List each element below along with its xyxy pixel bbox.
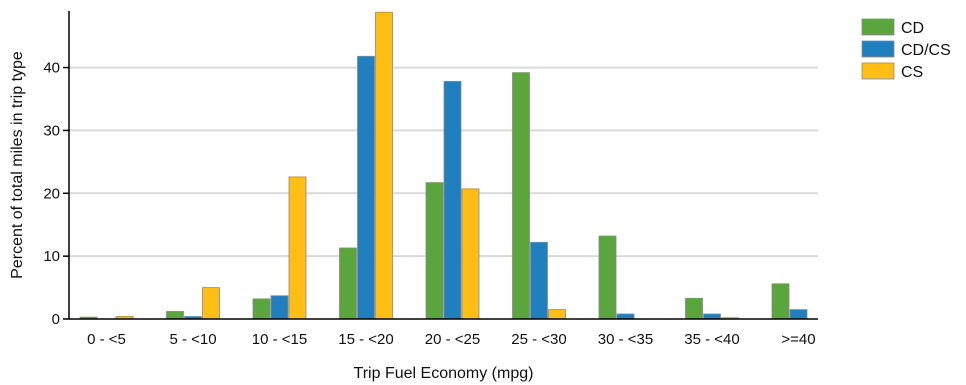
bar [616, 313, 635, 320]
bar [461, 188, 480, 320]
legend: CD CD/CS CS [861, 18, 951, 81]
bar [598, 235, 617, 320]
x-tick-label: 10 - <15 [252, 331, 307, 348]
bar [339, 247, 357, 320]
legend-label: CD/CS [901, 42, 951, 59]
bar [425, 182, 444, 320]
x-tick-label: 0 - <5 [87, 331, 126, 348]
legend-swatch [861, 62, 895, 80]
x-tick-label: 15 - <20 [338, 331, 393, 348]
legend-label: CD [901, 20, 924, 37]
x-axis-title: Trip Fuel Economy (mpg) [354, 365, 534, 382]
bar [202, 287, 220, 320]
legend-swatch [861, 40, 895, 58]
bar [512, 72, 530, 320]
legend-swatch [861, 18, 895, 36]
bar [288, 176, 307, 320]
gridlines [69, 66, 818, 258]
x-tick-label: >=40 [781, 331, 815, 348]
bar [270, 295, 289, 320]
y-tick-labels: 0 10 20 30 40 [43, 60, 69, 328]
x-tick-label: 20 - <25 [425, 331, 480, 348]
x-tick-labels: 0 - <5 5 - <10 10 - <15 15 - <20 20 - <25 25 … [87, 331, 816, 348]
y-tick-label: 0 [52, 311, 60, 328]
bar [530, 241, 548, 320]
bar [703, 313, 721, 320]
y-tick-label: 20 [43, 185, 60, 202]
y-tick-label: 40 [43, 60, 60, 77]
x-tick-label: 5 - <10 [169, 331, 216, 348]
y-axis-title: Percent of total miles in trip type [9, 51, 26, 279]
bar [252, 298, 271, 320]
x-tick-label: 35 - <40 [684, 331, 739, 348]
bar [443, 81, 462, 320]
x-tick-label: 25 - <30 [511, 331, 566, 348]
bar [789, 309, 808, 320]
bar [357, 55, 375, 320]
bar [548, 309, 566, 320]
bar [685, 297, 703, 320]
bar [375, 11, 393, 320]
bar [771, 283, 790, 320]
bars [79, 11, 808, 320]
legend-label: CS [901, 64, 923, 81]
y-tick-label: 30 [43, 122, 60, 139]
axes [68, 11, 818, 320]
bar [166, 311, 184, 320]
x-tick-label: 30 - <35 [598, 331, 653, 348]
y-tick-label: 10 [43, 248, 60, 265]
